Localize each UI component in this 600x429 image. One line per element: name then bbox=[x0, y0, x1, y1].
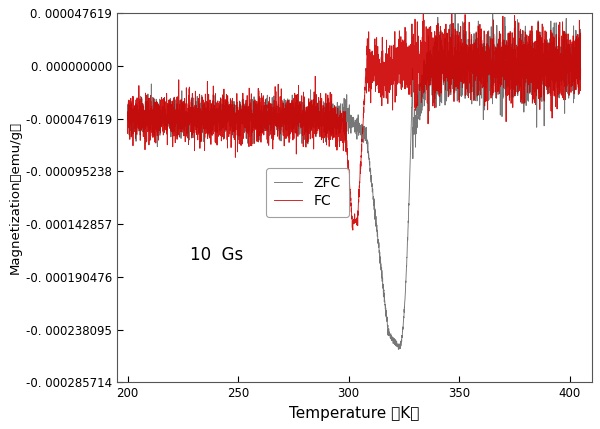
Line: ZFC: ZFC bbox=[128, 7, 581, 349]
Legend: ZFC, FC: ZFC, FC bbox=[266, 168, 349, 217]
ZFC bbox=[318, 135, 325, 140]
FC bbox=[577, 66, 584, 71]
Line: FC: FC bbox=[128, 11, 581, 230]
FC bbox=[339, 123, 346, 128]
FC bbox=[563, 84, 571, 89]
ZFC bbox=[124, 111, 131, 116]
FC bbox=[314, 126, 322, 131]
ZFC bbox=[314, 112, 322, 117]
ZFC bbox=[541, 78, 548, 83]
ZFC bbox=[454, 69, 461, 75]
ZFC bbox=[563, 73, 571, 78]
FC bbox=[454, 71, 461, 76]
ZFC bbox=[395, 347, 402, 352]
ZFC bbox=[452, 5, 459, 10]
ZFC bbox=[339, 109, 346, 115]
FC bbox=[541, 50, 548, 55]
Y-axis label: Magnetization（emu/g）: Magnetization（emu/g） bbox=[8, 121, 22, 275]
FC bbox=[124, 109, 131, 114]
ZFC bbox=[577, 29, 584, 34]
X-axis label: Temperature （K）: Temperature （K） bbox=[289, 406, 419, 421]
Text: 10  Gs: 10 Gs bbox=[190, 246, 243, 264]
FC bbox=[318, 124, 325, 129]
FC bbox=[349, 227, 356, 233]
FC bbox=[419, 9, 427, 14]
